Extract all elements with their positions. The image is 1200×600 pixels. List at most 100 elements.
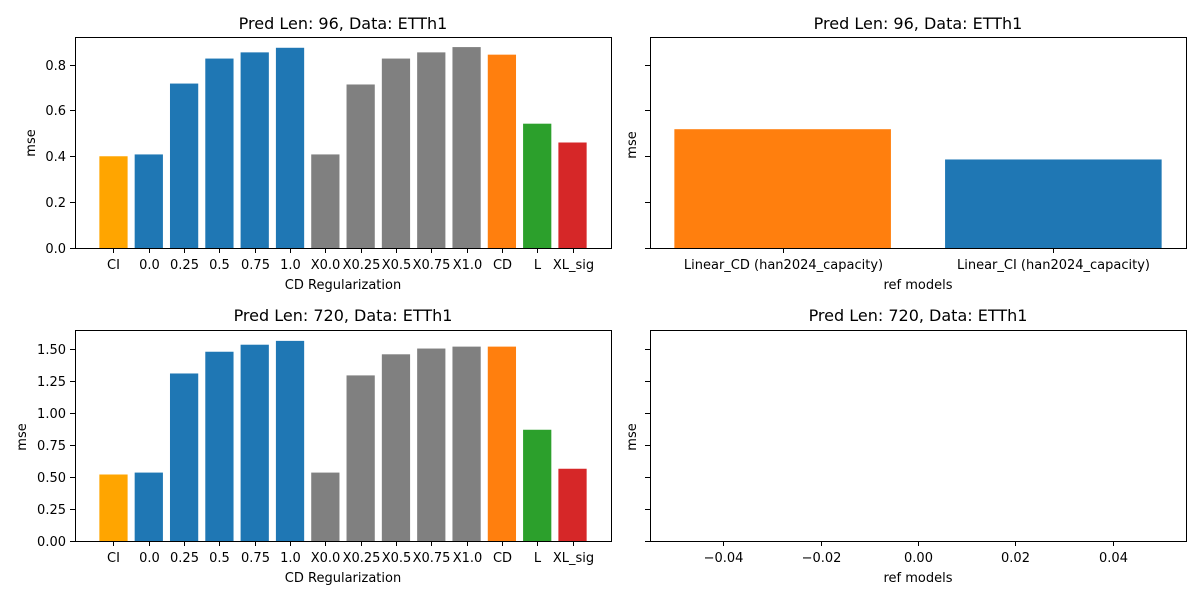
x-tick-label: 1.0 [280, 551, 301, 566]
chart-title: Pred Len: 720, Data: ETTh1 [234, 306, 453, 325]
bar [452, 346, 481, 541]
bar [134, 472, 163, 541]
x-tick-label: Linear_CI (han2024_capacity) [957, 258, 1150, 273]
axes-frame [75, 37, 612, 249]
x-tick-label: X0.5 [382, 258, 412, 273]
x-tick-label: 0.0 [139, 258, 160, 273]
x-tick-label: XL_sig [553, 551, 594, 566]
x-axis-label: CD Regularization [285, 278, 401, 293]
bar [381, 354, 411, 541]
y-tick-label: 0.50 [37, 471, 66, 486]
axes-frame [650, 37, 1187, 249]
y-axis-ticks [645, 65, 650, 249]
bar [945, 159, 1162, 248]
axes-frame [75, 330, 612, 542]
x-tick-label: X0.75 [413, 551, 451, 566]
x-tick-label: X0.25 [343, 551, 381, 566]
axes-frame [650, 330, 1187, 542]
y-axis-ticks: 0.0 0.2 0.4 0.6 0.8 [45, 59, 75, 257]
y-axis-ticks: 0.00 0.25 0.50 0.75 1.00 1.25 1.50 [37, 343, 75, 550]
x-tick-label: 0.5 [209, 258, 230, 273]
x-tick-label: L [534, 258, 542, 273]
bar [417, 348, 446, 541]
y-tick-label: 0.00 [37, 535, 66, 550]
x-tick-label: 0.02 [1001, 551, 1030, 566]
y-tick-label: 0.25 [37, 503, 66, 518]
x-axis-label: ref models [883, 278, 952, 293]
chart-title: Pred Len: 96, Data: ETTh1 [239, 14, 448, 33]
x-tick-label: CD [493, 258, 512, 273]
bar [523, 123, 552, 248]
x-tick-label: 0.25 [170, 258, 199, 273]
y-axis-label: mse [625, 131, 640, 158]
y-tick-label: 0.4 [45, 150, 66, 165]
x-tick-label: 0.5 [209, 551, 230, 566]
y-tick-label: 0.6 [45, 104, 66, 119]
bar [523, 429, 552, 541]
bar [487, 346, 517, 541]
y-tick-label: 1.00 [37, 407, 66, 422]
x-tick-label: 1.0 [280, 258, 301, 273]
bar [275, 340, 305, 541]
y-axis-label: mse [625, 423, 640, 450]
x-axis-ticks: CI 0.0 0.25 0.5 0.75 1.0 X0.0 X0.25 X0.5 X0.75 X1.… [107, 541, 594, 566]
bar [169, 373, 199, 541]
bar [205, 351, 234, 541]
x-tick-label: X1.0 [453, 258, 483, 273]
panel-top-left: Pred Len: 96, Data: ETTh1 CD Regularizat… [24, 14, 612, 293]
y-tick-label: 0.75 [37, 439, 66, 454]
x-tick-label: X0.0 [311, 258, 341, 273]
x-tick-label: CI [107, 551, 120, 566]
bar [417, 52, 446, 249]
x-axis-ticks: Linear_CD (han2024_capacity) Linear_CI (h… [684, 248, 1150, 273]
bars [674, 129, 1162, 248]
bar [346, 375, 375, 541]
bar [558, 468, 587, 541]
bars [99, 47, 587, 249]
x-axis-label: ref models [883, 571, 952, 586]
x-tick-label: −0.02 [802, 551, 842, 566]
x-tick-label: 0.04 [1099, 551, 1128, 566]
x-tick-label: X0.75 [413, 258, 451, 273]
x-tick-label: CD [493, 551, 512, 566]
bar [134, 154, 163, 248]
x-tick-label: L [534, 551, 542, 566]
bar [311, 472, 340, 541]
x-tick-label: XL_sig [553, 258, 594, 273]
bars [99, 340, 587, 541]
x-tick-label: 0.25 [170, 551, 199, 566]
bar [558, 142, 587, 248]
x-axis-ticks: CI 0.0 0.25 0.5 0.75 1.0 X0.0 X0.25 X0.5 X0.75 X1.… [107, 248, 594, 273]
y-tick-label: 0.0 [45, 242, 66, 257]
bar [99, 156, 128, 248]
x-tick-label: X1.0 [453, 551, 483, 566]
bar [205, 58, 234, 249]
chart-title: Pred Len: 720, Data: ETTh1 [809, 306, 1028, 325]
y-axis-ticks [645, 349, 650, 542]
y-axis-label: mse [15, 423, 30, 450]
x-tick-label: X0.5 [382, 551, 412, 566]
bar [169, 83, 199, 248]
y-tick-label: 0.2 [45, 196, 66, 211]
x-tick-label: CI [107, 258, 120, 273]
bar [381, 58, 411, 249]
y-tick-label: 0.8 [45, 59, 66, 74]
panel-bottom-left: Pred Len: 720, Data: ETTh1 CD Regulariza… [15, 306, 612, 586]
bar [674, 129, 891, 248]
x-tick-label: 0.0 [139, 551, 160, 566]
x-tick-label: X0.25 [343, 258, 381, 273]
bar [311, 154, 340, 248]
bar [487, 54, 517, 248]
x-axis-ticks: −0.04 −0.02 0.00 0.02 0.04 [704, 541, 1128, 566]
x-tick-label: Linear_CD (han2024_capacity) [684, 258, 883, 273]
bar [99, 474, 128, 541]
bar [275, 47, 305, 248]
bar [240, 344, 269, 541]
x-axis-label: CD Regularization [285, 571, 401, 586]
x-tick-label: 0.00 [904, 551, 933, 566]
y-tick-label: 1.25 [37, 375, 66, 390]
x-tick-label: 0.75 [241, 258, 270, 273]
x-tick-label: −0.04 [704, 551, 744, 566]
